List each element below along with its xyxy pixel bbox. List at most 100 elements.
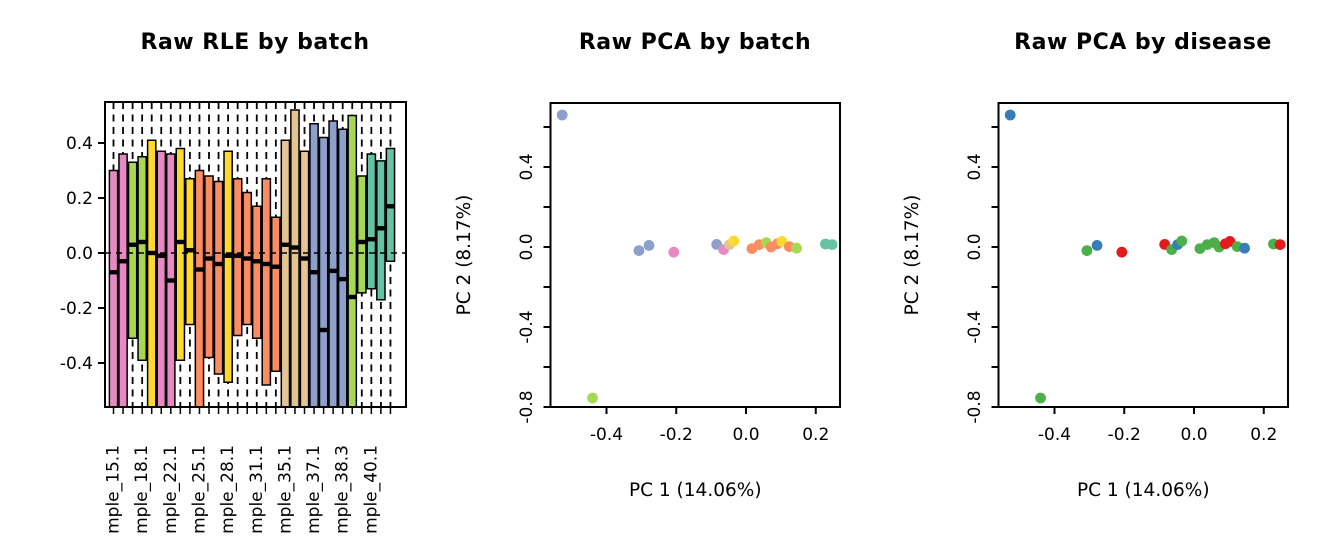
sample-label: mple_28.1 <box>218 445 238 534</box>
box-2 <box>118 153 128 407</box>
box-27 <box>356 175 367 294</box>
median-line <box>176 239 185 245</box>
median-line <box>300 256 309 261</box>
boxplot-content <box>105 102 406 407</box>
x-tick-label: 0.2 <box>1250 425 1277 445</box>
y-tick-label: -0.2 <box>60 299 93 319</box>
pca-point <box>1239 242 1250 254</box>
sample-label: mple_25.1 <box>189 445 209 534</box>
pca-batch-panel: -0.4 -0.2 0.0 0.2 0.4 0.0 -0.4 -0.8 PC 1 (14.06%… <box>454 102 841 501</box>
box-19 <box>280 139 291 407</box>
box-10 <box>194 169 205 407</box>
median-line <box>138 239 147 245</box>
pca-point <box>1274 239 1286 251</box>
median-line <box>243 256 252 261</box>
box-1 <box>108 169 119 407</box>
median-line <box>195 267 204 272</box>
median-line <box>367 237 376 242</box>
y-tick-label: -0.8 <box>965 390 985 423</box>
pca-point <box>556 109 568 121</box>
pca-point <box>1116 246 1128 258</box>
median-line <box>214 261 223 267</box>
sample-label: mple_37.1 <box>304 445 324 534</box>
box-21 <box>299 150 310 407</box>
y-tick-label: 0.0 <box>517 233 537 260</box>
x-tick-label: -0.2 <box>1108 425 1141 445</box>
median-line <box>338 276 347 282</box>
box-11 <box>204 175 214 359</box>
y-tick-label: -0.8 <box>517 390 537 423</box>
y-tick-label: -0.4 <box>517 310 537 343</box>
y-tick-label: 0.4 <box>517 153 537 180</box>
pca-point <box>1035 392 1046 404</box>
box-25 <box>337 128 348 407</box>
sample-label: mple_22.1 <box>161 445 181 534</box>
sample-label: mple_18.1 <box>132 445 152 534</box>
y-axis-title: PC 2 (8.17%) <box>902 195 923 316</box>
median-line <box>281 242 290 247</box>
pca-point <box>791 242 802 254</box>
median-line <box>329 268 338 274</box>
box-18 <box>271 216 281 372</box>
pca-point <box>633 245 645 256</box>
median-line <box>309 270 319 275</box>
median-line <box>109 270 118 275</box>
y-tick-label: 0.0 <box>66 244 93 264</box>
x-tick-label: -0.4 <box>590 425 623 445</box>
median-line <box>118 259 128 264</box>
y-tick-label: -0.4 <box>965 310 985 343</box>
plot-border <box>549 102 841 408</box>
y-tick-label: 0.0 <box>965 233 985 260</box>
pca-batch-title: Raw PCA by batch <box>578 30 812 55</box>
rle-boxplot-title: Raw RLE by batch <box>140 30 370 55</box>
median-line <box>204 256 214 261</box>
y-tick-label: 0.2 <box>66 189 93 209</box>
sample-label: mple_15.1 <box>104 445 124 534</box>
box-4 <box>137 156 148 361</box>
median-line <box>233 253 242 258</box>
median-line <box>128 242 137 247</box>
box-20 <box>290 109 300 407</box>
x-tick-label: 0.0 <box>732 425 759 445</box>
pca-point <box>728 235 740 247</box>
median-line <box>166 278 175 283</box>
box-8 <box>175 147 186 361</box>
median-line <box>185 248 194 253</box>
box-13 <box>223 150 233 383</box>
box-28 <box>366 153 377 290</box>
median-line <box>357 239 366 245</box>
box-7 <box>165 153 176 407</box>
x-tick-label: 0.2 <box>802 425 829 445</box>
box-17 <box>261 178 272 386</box>
box-6 <box>156 150 167 407</box>
median-line <box>319 327 328 333</box>
box-23 <box>318 136 329 407</box>
x-axis-title: PC 1 (14.06%) <box>629 480 762 501</box>
pca-point <box>1091 240 1103 251</box>
sample-label: mple_40.1 <box>361 445 381 534</box>
median-line <box>348 294 357 300</box>
y-tick-label: 0.4 <box>965 153 985 180</box>
rle-boxplot-panel: 0.4 0.2 0.0 -0.2 -0.4 mple_15.1 mple_18.1 mple_… <box>60 101 407 534</box>
median-line <box>290 245 300 250</box>
pca-point <box>826 239 838 251</box>
box-16 <box>251 205 262 339</box>
x-tick-label: -0.2 <box>660 425 693 445</box>
pca-point <box>1176 235 1188 247</box>
box-3 <box>127 161 138 339</box>
pca-point <box>643 240 655 251</box>
x-tick-label: -0.4 <box>1038 425 1071 445</box>
median-line <box>252 259 261 264</box>
pca-point <box>1004 109 1016 121</box>
pca-point <box>668 246 680 258</box>
box-5 <box>146 139 157 407</box>
sample-label: mple_31.1 <box>247 445 267 534</box>
pca-disease-panel: -0.4 -0.2 0.0 0.2 0.4 0.0 -0.4 -0.8 PC 1 (14.06%… <box>902 102 1289 501</box>
x-tick-label: 0.0 <box>1180 425 1207 445</box>
median-line <box>157 253 166 258</box>
plot-border <box>104 101 407 408</box>
pca-point <box>587 392 598 404</box>
y-tick-label: 0.4 <box>66 134 93 154</box>
pca-disease-title: Raw PCA by disease <box>1014 30 1272 55</box>
